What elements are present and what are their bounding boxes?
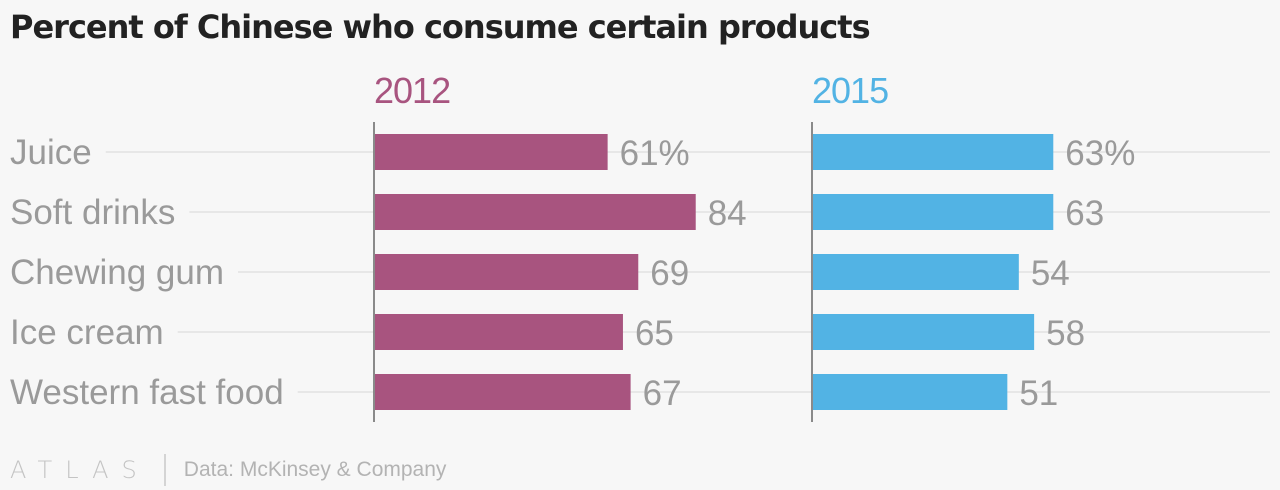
panel-header-2012: 2012 [374,70,450,111]
data-label-2012-soft-drinks: 84 [708,194,747,233]
category-label-chewing-gum: Chewing gum [10,253,224,292]
bar-2012-juice [374,134,608,170]
bar-2012-soft-drinks [374,194,696,230]
footer-divider [163,454,166,486]
bar-2015-ice-cream [812,314,1035,350]
footer: ATLAS Data: McKinsey & Company [10,452,446,488]
category-label-ice-cream: Ice cream [10,313,164,352]
data-label-2015-chewing-gum: 54 [1031,254,1070,293]
source-note: Data: McKinsey & Company [183,458,447,481]
data-label-2012-juice: 61% [620,134,690,173]
data-label-2012-ice-cream: 65 [635,314,674,353]
data-label-2015-western-fast-food: 51 [1019,374,1058,413]
category-label-western-fast-food: Western fast food [10,373,284,412]
data-label-2012-western-fast-food: 67 [643,374,682,413]
bar-2012-chewing-gum [374,254,639,290]
bar-2012-western-fast-food [374,374,631,410]
data-label-2015-juice: 63% [1065,134,1135,173]
chart-area: Juice Soft drinks Chewing gum Ice cream West… [10,70,1270,422]
bar-2015-juice [812,134,1054,170]
data-label-2015-soft-drinks: 63 [1065,194,1104,233]
category-label-juice: Juice [10,133,92,172]
bar-2015-soft-drinks [812,194,1054,230]
bar-2015-chewing-gum [812,254,1019,290]
atlas-logo: ATLAS [10,456,150,484]
data-label-2012-chewing-gum: 69 [650,254,689,293]
category-label-soft-drinks: Soft drinks [10,193,175,232]
chart-title: Percent of Chinese who consume certain p… [10,8,871,46]
panel-header-2015: 2015 [812,70,888,111]
bar-2015-western-fast-food [812,374,1008,410]
bar-2012-ice-cream [374,314,623,350]
data-label-2015-ice-cream: 58 [1046,314,1085,353]
